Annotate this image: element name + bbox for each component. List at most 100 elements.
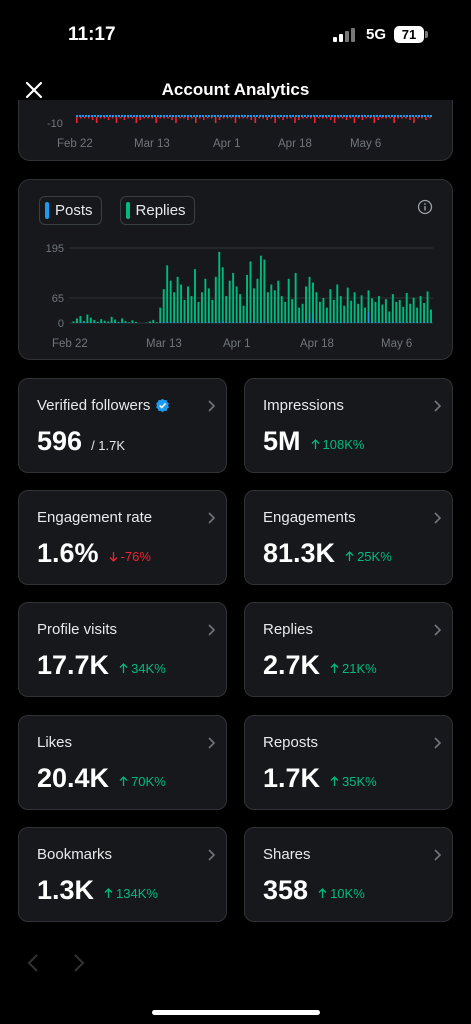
home-indicator[interactable]: [152, 1010, 320, 1015]
replies-bar: [388, 311, 391, 323]
top-chart-bars: [76, 115, 433, 123]
top-chart-negative-bar: [302, 117, 304, 119]
top-chart-negative-bar: [202, 117, 205, 120]
next-page-icon[interactable]: [72, 952, 86, 974]
top-chart-negative-bar: [103, 117, 106, 119]
top-chart-negative-bar: [425, 117, 427, 120]
stat-card-engagement-rate[interactable]: Engagement rate 1.6% -76%: [18, 490, 227, 585]
replies-bar: [291, 299, 294, 323]
replies-bar: [96, 321, 99, 323]
stat-card-value-row: 1.7K 35K%: [263, 763, 377, 794]
top-chart-negative-bar: [191, 117, 193, 119]
top-chart-negative-bar: [401, 117, 403, 119]
replies-bar: [263, 259, 266, 323]
stat-delta: 70K%: [119, 774, 166, 789]
stat-card-label-text: Impressions: [263, 397, 344, 414]
stat-card-impressions[interactable]: Impressions 5M 108K%: [244, 378, 453, 473]
top-chart-negative-bar: [417, 117, 419, 119]
replies-bar: [82, 321, 85, 323]
top-chart-negative-bar: [310, 117, 312, 119]
posts-bar: [413, 321, 415, 323]
posts-bar: [100, 322, 103, 323]
top-chart-negative-bar: [353, 117, 356, 123]
top-chart-negative-bar: [270, 117, 272, 119]
replies-bar: [391, 294, 394, 323]
posts-bar: [340, 322, 342, 323]
stat-card-shares[interactable]: Shares 358 10K%: [244, 827, 453, 922]
top-chart-negative-bar: [131, 117, 134, 119]
arrow-up-icon: [311, 439, 319, 449]
stat-card-engagements[interactable]: Engagements 81.3K 25K%: [244, 490, 453, 585]
stat-card-label: Verified followers: [37, 397, 170, 414]
posts-bar: [312, 319, 314, 323]
arrow-down-icon: [109, 552, 118, 562]
stat-card-value-row: 81.3K 25K%: [263, 538, 392, 569]
arrow-up-icon: [330, 663, 339, 673]
posts-bar: [232, 321, 235, 323]
top-chart-negative-bar: [250, 117, 253, 120]
posts-bar: [284, 322, 287, 323]
stat-card-reposts[interactable]: Reposts 1.7K 35K%: [244, 715, 453, 810]
close-button[interactable]: [22, 78, 46, 102]
top-chart-negative-bar: [365, 117, 368, 119]
top-chart-x-tick-label: Feb 22: [57, 138, 93, 150]
chevron-right-icon: [208, 512, 216, 524]
posts-bar: [215, 321, 217, 323]
replies-bar: [225, 296, 228, 323]
posts-bar: [288, 321, 290, 323]
replies-bar: [169, 280, 172, 323]
posts-bar: [326, 322, 328, 323]
top-chart-negative-bar: [298, 117, 300, 120]
top-chart-negative-bar: [111, 117, 114, 119]
top-chart-negative-bar: [317, 117, 320, 119]
x-tick-label: Apr 18: [300, 338, 334, 350]
top-chart-negative-bar: [385, 117, 387, 119]
replies-bar: [148, 321, 151, 323]
arrow-up-icon: [104, 888, 113, 898]
stat-card-likes[interactable]: Likes 20.4K 70K%: [18, 715, 227, 810]
replies-bar: [339, 296, 342, 323]
posts-swatch: [45, 202, 49, 219]
top-chart-negative-bar: [274, 117, 276, 123]
posts-bar: [420, 321, 422, 323]
posts-bar: [201, 322, 203, 323]
stat-card-label: Impressions: [263, 397, 344, 414]
legend-replies[interactable]: Replies: [119, 196, 195, 225]
x-tick-label: Feb 22: [52, 338, 88, 350]
posts-bar: [229, 321, 231, 323]
posts-bar: [111, 322, 113, 323]
top-chart-negative-bar: [409, 117, 411, 120]
top-chart-negative-bar: [294, 117, 296, 123]
replies-bar: [93, 319, 96, 323]
stat-card-profile-visits[interactable]: Profile visits 17.7K 34K%: [18, 602, 227, 697]
posts-bar: [368, 312, 370, 323]
network-type: 5G: [366, 26, 387, 43]
replies-bar: [249, 261, 252, 323]
stat-delta-text: 35K%: [342, 774, 377, 789]
replies-bar: [343, 305, 346, 323]
replies-bar: [312, 282, 314, 323]
replies-bar: [259, 255, 262, 323]
top-chart-negative-bar: [230, 117, 233, 119]
posts-bar: [253, 321, 255, 323]
legend-posts[interactable]: Posts: [39, 196, 102, 225]
top-chart-negative-bar: [155, 117, 157, 123]
posts-bar: [267, 322, 269, 323]
info-icon[interactable]: [417, 199, 433, 215]
stat-card-bookmarks[interactable]: Bookmarks 1.3K 134K%: [18, 827, 227, 922]
replies-bar: [110, 316, 113, 323]
top-chart-negative-bar: [195, 117, 197, 123]
stat-card-replies[interactable]: Replies 2.7K 21K%: [244, 602, 453, 697]
top-chart-negative-bar: [321, 117, 324, 119]
posts-bar: [211, 322, 214, 323]
top-chart-negative-bar: [127, 117, 130, 119]
previous-page-icon[interactable]: [26, 952, 40, 974]
close-icon: [25, 81, 43, 99]
posts-bar: [159, 322, 162, 323]
stat-card-verified-followers[interactable]: Verified followers 596 / 1.7K: [18, 378, 227, 473]
chevron-right-icon: [208, 849, 216, 861]
top-chart: -10 Feb 22 Mar 13 Apr 1 Apr 18 May 6: [47, 115, 433, 150]
replies-bar: [287, 278, 290, 323]
top-chart-negative-bar: [393, 117, 395, 123]
stat-value: 5M: [263, 426, 301, 456]
